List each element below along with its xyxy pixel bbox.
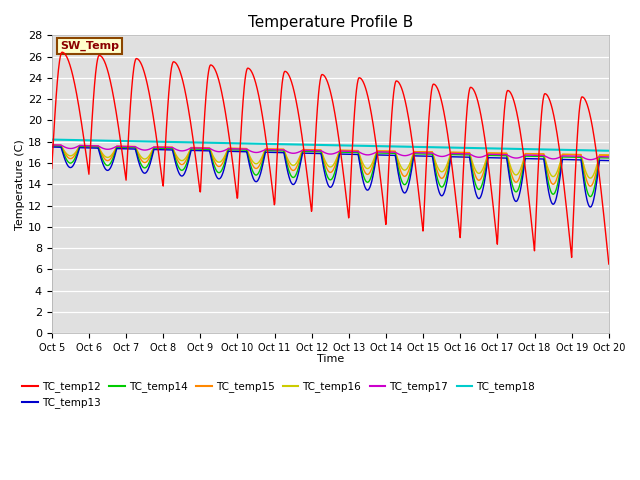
Y-axis label: Temperature (C): Temperature (C) (15, 139, 25, 229)
Legend: TC_temp12, TC_temp13, TC_temp14, TC_temp15, TC_temp16, TC_temp17, TC_temp18: TC_temp12, TC_temp13, TC_temp14, TC_temp… (18, 377, 540, 412)
X-axis label: Time: Time (317, 354, 344, 364)
Text: SW_Temp: SW_Temp (60, 41, 119, 51)
Title: Temperature Profile B: Temperature Profile B (248, 15, 413, 30)
